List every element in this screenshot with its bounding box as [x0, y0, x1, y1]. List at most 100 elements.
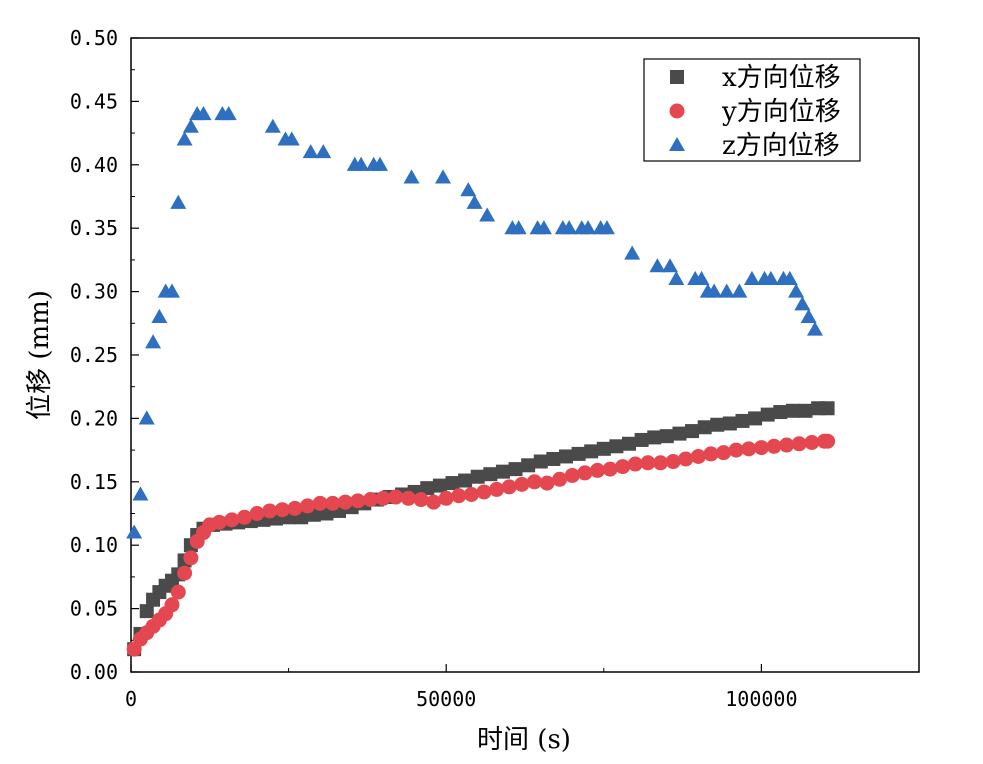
x-axis-ticks: 0 50000 100000: [125, 664, 798, 711]
data-point-circle: [463, 486, 479, 502]
data-point-square: [445, 476, 460, 491]
data-point-triangle: [264, 118, 281, 133]
series-3-markers: [126, 106, 823, 539]
legend: x方向位移 y方向位移 z方向位移: [643, 58, 861, 162]
y-tick-label: 0.25: [70, 343, 118, 367]
y-tick-label: 0.40: [70, 153, 118, 177]
data-point-square: [697, 420, 712, 435]
data-point-square: [483, 467, 498, 482]
data-point-square: [558, 449, 573, 464]
data-point-circle: [375, 490, 391, 506]
data-point-square: [546, 451, 561, 466]
data-point-triangle: [762, 270, 779, 285]
data-point-square: [748, 411, 763, 426]
data-point-triangle: [649, 258, 666, 273]
series-2-markers: [126, 433, 836, 657]
data-point-circle: [577, 465, 593, 481]
data-point-triangle: [718, 283, 735, 298]
data-point-triangle: [195, 106, 212, 121]
data-point-square: [622, 436, 637, 451]
data-point-triangle: [580, 220, 597, 235]
data-point-circle: [438, 490, 454, 506]
data-point-circle: [388, 489, 404, 505]
data-point-circle: [753, 440, 769, 456]
data-point-triangle: [151, 308, 168, 323]
data-point-circle: [476, 484, 492, 500]
y-tick-label: 0.35: [70, 216, 118, 240]
data-point-circle: [177, 565, 193, 581]
data-point-square: [139, 604, 154, 619]
data-point-circle: [426, 494, 442, 510]
data-point-triangle: [403, 169, 420, 184]
data-point-triangle: [781, 270, 798, 285]
y-axis-ticks: 0.00 0.05 0.10 0.15 0.20 0.25 0.30 0.35 0.40 0.45…: [70, 26, 139, 684]
data-point-square: [508, 462, 523, 477]
data-point-circle: [766, 438, 782, 454]
y-tick-label: 0.45: [70, 89, 118, 113]
legend-marker-square: [670, 70, 684, 84]
data-point-triangle: [731, 283, 748, 298]
data-point-circle: [820, 433, 836, 449]
data-point-circle: [170, 584, 186, 600]
y-tick-label: 0.00: [70, 660, 118, 684]
data-point-circle: [413, 492, 429, 508]
data-point-triangle: [479, 207, 496, 222]
data-point-square: [521, 458, 536, 473]
data-point-circle: [211, 514, 227, 530]
data-point-square: [609, 439, 624, 454]
data-point-square: [659, 429, 674, 444]
y-axis-title: 位移 (mm): [25, 290, 55, 420]
data-point-square: [735, 413, 750, 428]
data-point-triangle: [598, 220, 615, 235]
data-point-circle: [300, 498, 316, 514]
data-point-circle: [514, 476, 530, 492]
data-point-circle: [728, 442, 744, 458]
data-point-circle: [224, 512, 240, 528]
data-point-triangle: [126, 524, 143, 539]
data-point-triangle: [806, 321, 823, 336]
data-point-circle: [489, 481, 505, 497]
data-point-circle: [653, 455, 669, 471]
legend-label: z方向位移: [722, 131, 840, 161]
data-point-circle: [325, 495, 341, 511]
data-point-triangle: [163, 283, 180, 298]
data-point-triangle: [535, 220, 552, 235]
data-point-triangle: [693, 270, 710, 285]
data-point-circle: [400, 490, 416, 506]
data-point-square: [571, 446, 586, 461]
data-point-triangle: [624, 245, 641, 260]
legend-label: y方向位移: [721, 97, 841, 127]
data-point-square: [798, 403, 813, 418]
data-point-circle: [249, 506, 265, 521]
data-point-triangle: [176, 131, 193, 146]
data-point-square: [685, 424, 700, 439]
x-tick-label: 50000: [416, 687, 476, 711]
data-point-circle: [337, 494, 353, 510]
y-tick-label: 0.15: [70, 470, 118, 494]
data-point-circle: [804, 434, 820, 450]
data-point-triangle: [132, 486, 149, 501]
legend-marker-triangle: [669, 136, 685, 152]
data-point-triangle: [138, 410, 155, 425]
data-point-square: [470, 469, 485, 484]
data-point-circle: [274, 502, 290, 518]
data-point-circle: [552, 471, 568, 487]
data-point-triangle: [315, 144, 332, 159]
data-point-triangle: [182, 118, 199, 133]
data-point-circle: [589, 462, 605, 478]
data-point-square: [760, 407, 775, 422]
data-point-triangle: [510, 220, 527, 235]
data-point-circle: [602, 461, 618, 477]
data-point-circle: [779, 437, 795, 453]
data-point-triangle: [353, 156, 370, 171]
data-point-triangle: [788, 283, 805, 298]
data-point-circle: [716, 445, 732, 461]
legend-label: x方向位移: [722, 63, 841, 93]
data-point-square: [773, 405, 788, 420]
data-point-triangle: [743, 270, 760, 285]
data-point-triangle: [706, 283, 723, 298]
data-point-triangle: [145, 334, 162, 349]
data-point-square: [432, 478, 447, 493]
data-point-square: [584, 444, 599, 459]
data-point-circle: [164, 597, 180, 613]
